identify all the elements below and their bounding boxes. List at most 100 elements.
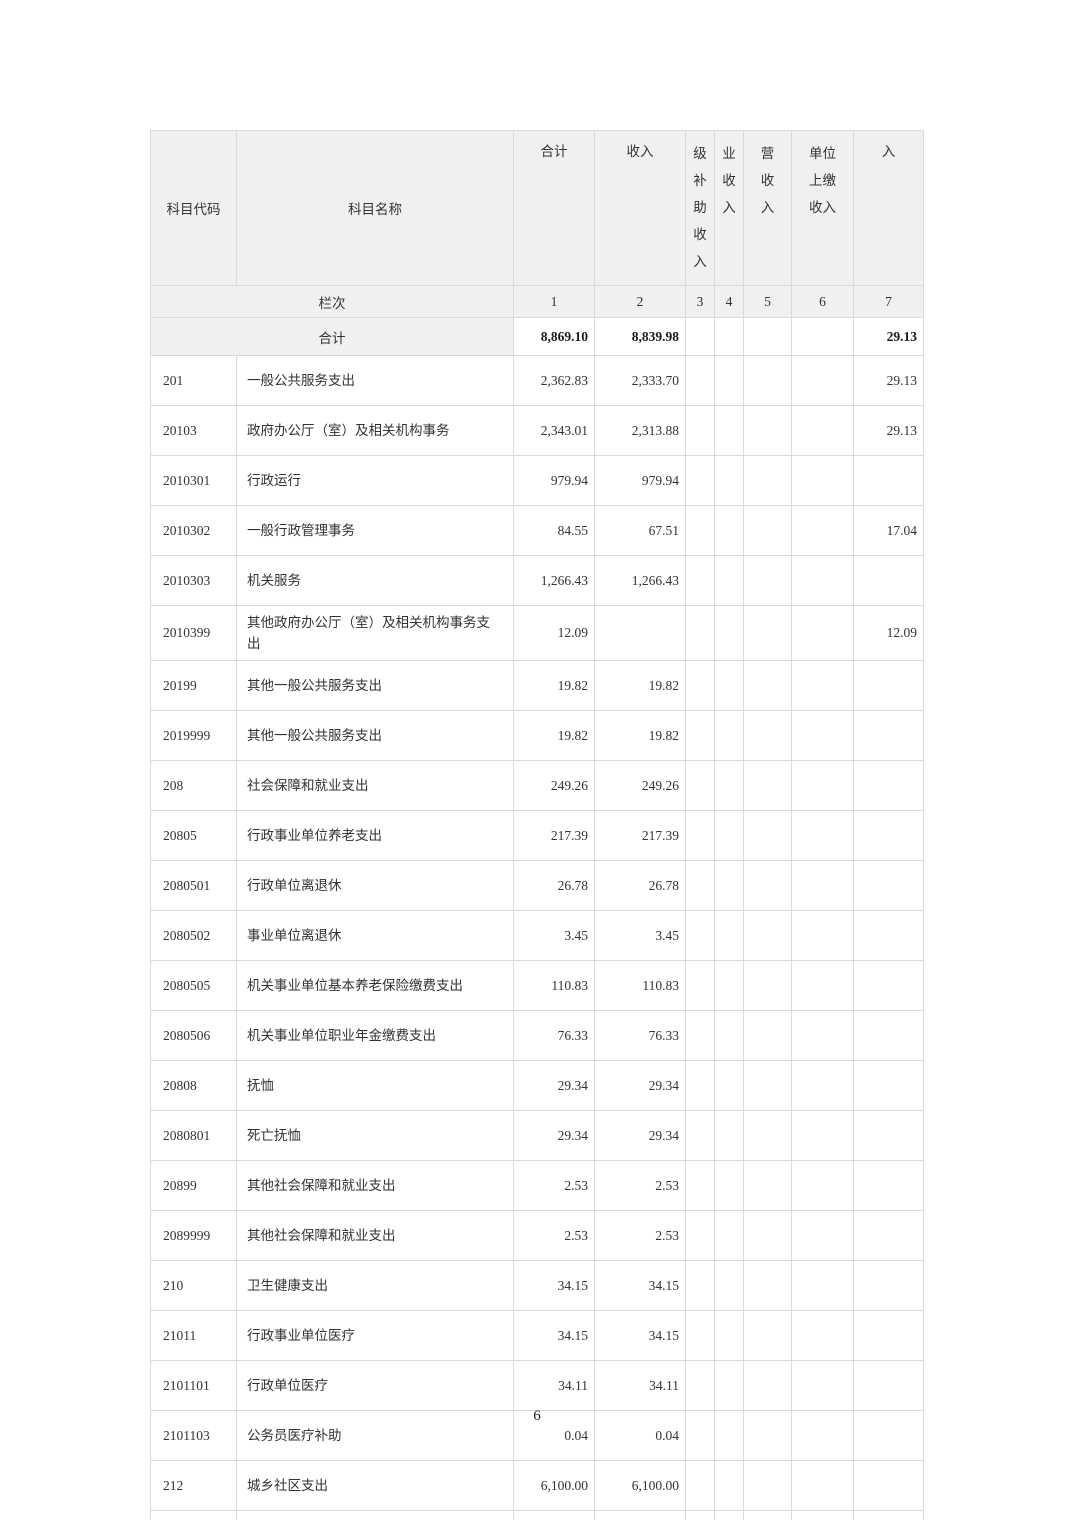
subject-code-cell: 2080506 [150, 1010, 237, 1061]
subject-code-cell: 2010302 [150, 505, 237, 556]
value-cell [714, 1010, 744, 1061]
value-cell [714, 455, 744, 506]
total-value-cell: 110.83 [513, 960, 595, 1011]
table-row: 2080801 死亡抚恤 29.34 29.34 [150, 1110, 924, 1161]
column-index-row: 栏次 1 2 3 4 5 6 7 [150, 285, 924, 318]
subject-code-cell: 2101101 [150, 1360, 237, 1411]
value-cell [791, 960, 854, 1011]
value-cell [791, 1360, 854, 1411]
value-cell [853, 760, 924, 811]
total-value-cell: 84.55 [513, 505, 595, 556]
income-value-cell [594, 605, 686, 661]
grand-total-value: 29.13 [853, 317, 924, 356]
value-cell [791, 760, 854, 811]
subject-code-cell: 2080502 [150, 910, 237, 961]
subject-name-cell: 社会保障和就业支出 [236, 760, 514, 811]
total-value-cell: 6,100.00 [513, 1460, 595, 1511]
header-superior-subsidy-income: 级 补 助 收 入 [685, 130, 715, 286]
header-subject-name: 科目名称 [236, 130, 514, 286]
subject-code-cell: 20103 [150, 405, 237, 456]
value-cell [714, 555, 744, 606]
subject-code-cell: 2080801 [150, 1110, 237, 1161]
value-cell [743, 810, 792, 861]
table-row: 2010302 一般行政管理事务 84.55 67.51 17.04 [150, 505, 924, 556]
income-value-cell: 34.15 [594, 1310, 686, 1361]
value-cell [685, 860, 715, 911]
value-cell [791, 1310, 854, 1361]
total-value-cell: 217.39 [513, 810, 595, 861]
table-row: 2080502 事业单位离退休 3.45 3.45 [150, 910, 924, 961]
total-value-cell: 29.34 [513, 1060, 595, 1111]
value-cell [853, 1310, 924, 1361]
value-cell [853, 660, 924, 711]
value-cell [714, 1060, 744, 1111]
value-cell [853, 960, 924, 1011]
value-cell [714, 810, 744, 861]
value-cell [853, 1110, 924, 1161]
value-cell [685, 555, 715, 606]
total-value-cell: 76.33 [513, 1010, 595, 1061]
value-cell [743, 1310, 792, 1361]
subject-code-cell: 2080501 [150, 860, 237, 911]
total-value-cell: 19.82 [513, 710, 595, 761]
header-operating-income-2: 营 收 入 [743, 130, 792, 286]
subject-name-cell: 其他一般公共服务支出 [236, 660, 514, 711]
subject-name-cell: 一般公共服务支出 [236, 355, 514, 406]
value-cell [853, 860, 924, 911]
value-cell [685, 960, 715, 1011]
total-value-cell: 34.15 [513, 1310, 595, 1361]
value-cell [685, 1410, 715, 1461]
income-value-cell: 3.45 [594, 910, 686, 961]
value-cell [853, 1060, 924, 1111]
subject-code-cell: 2080505 [150, 960, 237, 1011]
value-cell [853, 1210, 924, 1261]
value-cell [853, 1410, 924, 1461]
value-cell [685, 355, 715, 406]
value-cell [714, 1460, 744, 1511]
value-cell [685, 810, 715, 861]
table-row: 20199 其他一般公共服务支出 19.82 19.82 [150, 660, 924, 711]
value-cell [685, 455, 715, 506]
value-cell [685, 605, 715, 661]
subject-name-cell: 行政单位离退休 [236, 860, 514, 911]
total-value-cell: 29.34 [513, 1110, 595, 1161]
total-value-cell: 26.78 [513, 860, 595, 911]
income-value-cell: 26.78 [594, 860, 686, 911]
grand-total-value [791, 317, 854, 356]
value-cell [685, 760, 715, 811]
table-row: 2101101 行政单位医疗 34.11 34.11 [150, 1360, 924, 1411]
subject-name-cell: 行政运行 [236, 455, 514, 506]
total-value-cell: 1,266.43 [513, 555, 595, 606]
value-cell [853, 1510, 924, 1520]
subject-code-cell: 20899 [150, 1160, 237, 1211]
value-cell [714, 1260, 744, 1311]
value-cell [853, 1010, 924, 1061]
income-value-cell: 979.94 [594, 455, 686, 506]
table-row: 2080505 机关事业单位基本养老保险缴费支出 110.83 110.83 [150, 960, 924, 1011]
value-cell [743, 405, 792, 456]
subject-name-cell: 机关事业单位基本养老保险缴费支出 [236, 960, 514, 1011]
value-cell [743, 660, 792, 711]
table-row: 210 卫生健康支出 34.15 34.15 [150, 1260, 924, 1311]
value-cell [791, 1010, 854, 1061]
value-cell [791, 1160, 854, 1211]
value-cell [685, 710, 715, 761]
page-number: 6 [533, 1408, 541, 1424]
income-value-cell: 29.34 [594, 1060, 686, 1111]
total-value-cell: 6,100.00 [513, 1510, 595, 1520]
value-cell [714, 1160, 744, 1211]
value-cell [714, 1110, 744, 1161]
total-value-cell: 34.15 [513, 1260, 595, 1311]
value-cell [791, 405, 854, 456]
grand-total-row: 合计 8,869.10 8,839.98 29.13 [150, 317, 924, 356]
value-cell [791, 1410, 854, 1461]
total-value-cell: 2.53 [513, 1160, 595, 1211]
table-row: 2010303 机关服务 1,266.43 1,266.43 [150, 555, 924, 606]
income-value-cell: 2,333.70 [594, 355, 686, 406]
subject-name-cell: 抚恤 [236, 1060, 514, 1111]
subject-code-cell: 2010301 [150, 455, 237, 506]
value-cell [714, 1510, 744, 1520]
income-value-cell: 110.83 [594, 960, 686, 1011]
subject-code-cell: 21011 [150, 1310, 237, 1361]
value-cell [714, 710, 744, 761]
